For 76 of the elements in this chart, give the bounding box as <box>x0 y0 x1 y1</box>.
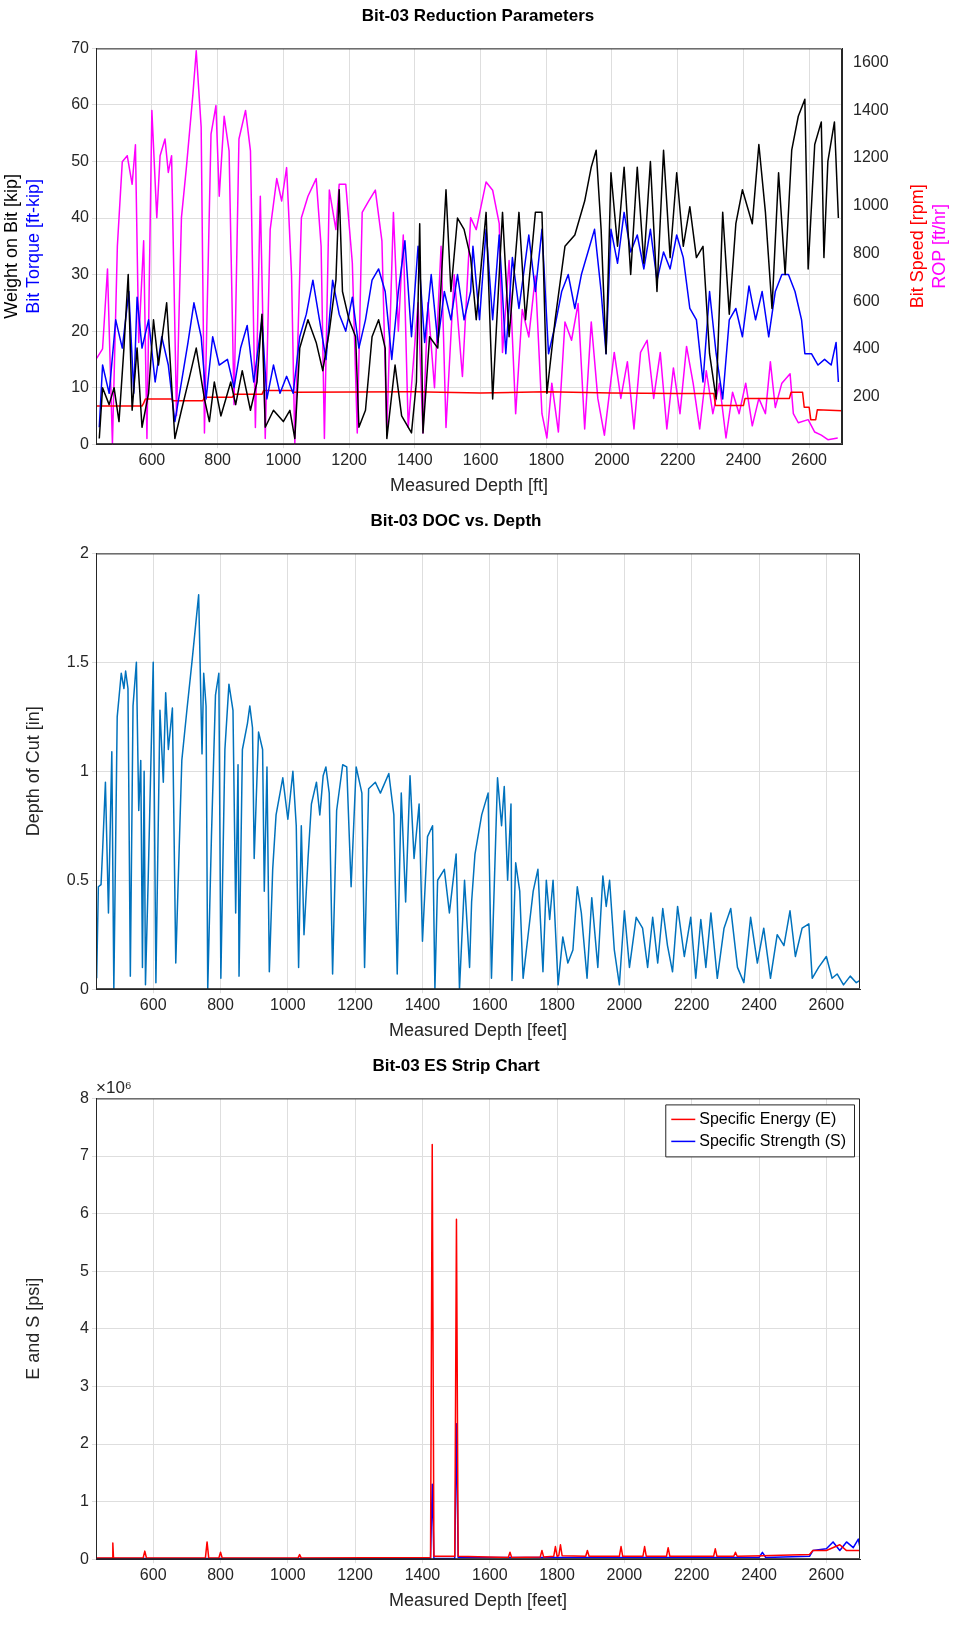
y-tick-label: 2 <box>80 1434 90 1452</box>
text: ×10⁶ <box>96 1077 132 1097</box>
x-tick-label: 2600 <box>791 451 828 469</box>
x-tick-label: 800 <box>207 996 234 1014</box>
y-tick-label: 0 <box>80 979 90 997</box>
x-tick-label: 800 <box>207 1566 234 1584</box>
y-tick-label: 4 <box>80 1319 90 1337</box>
x-tick-label: 1600 <box>471 996 508 1014</box>
y-tick-label: 1 <box>80 1492 90 1510</box>
y2-tick-label: 1000 <box>853 196 889 214</box>
y-tick-label: 8 <box>80 1088 90 1106</box>
y-tick-label: 0 <box>80 434 90 452</box>
x-tick-label: 2400 <box>725 451 762 469</box>
y-tick-label: 40 <box>71 208 90 226</box>
x-tick-label: 2000 <box>606 996 643 1014</box>
x-tick-label: 1200 <box>331 451 367 469</box>
x-axis-title: Measured Depth [ft] <box>389 475 549 496</box>
x-tick-label: 600 <box>138 451 166 469</box>
y2-tick-label: 1200 <box>853 148 889 166</box>
y-tick-label: 1 <box>80 761 90 779</box>
y-tick-label: 50 <box>71 151 90 169</box>
y-tick-label: 30 <box>71 264 90 282</box>
x-axis-title: Measured Depth [feet] <box>388 1590 568 1611</box>
y2-tick-label: 200 <box>853 386 880 404</box>
x-tick-label: 2600 <box>808 996 845 1014</box>
x-tick-label: 2200 <box>673 1566 710 1584</box>
x-tick-label: 1400 <box>404 996 441 1014</box>
x-tick-label: 800 <box>204 451 232 469</box>
y-tick-label: 3 <box>80 1376 90 1394</box>
x-axis-title: Measured Depth [feet] <box>388 1020 568 1041</box>
y-tick-label: 10 <box>71 378 90 396</box>
legend-label: Specific Strength (S) <box>699 1131 847 1149</box>
y-tick-label: 0.5 <box>66 870 90 888</box>
x-tick-label: 1800 <box>539 1566 575 1584</box>
x-tick-label: 1400 <box>396 451 433 469</box>
x-tick-label: 1800 <box>528 451 565 469</box>
y-tick-label: 6 <box>80 1204 90 1222</box>
y2-tick-label: 1400 <box>853 100 889 118</box>
y-tick-label: 7 <box>80 1146 90 1164</box>
y-tick-label: 2 <box>80 543 90 561</box>
x-tick-label: 2200 <box>673 996 710 1014</box>
legend-label: Specific Energy (E) <box>699 1109 837 1127</box>
y-tick-label: 70 <box>71 38 90 56</box>
y-axis-title: E and S [psi] <box>22 1277 43 1380</box>
chart-title: Bit-03 DOC vs. Depth <box>370 510 542 530</box>
y-tick-label: 60 <box>71 95 90 113</box>
y2-axis-title: Bit Speed [rpm] ROP [ft/hr] <box>906 184 949 309</box>
y2-tick-label: 400 <box>853 339 880 357</box>
x-tick-label: 1000 <box>270 996 306 1014</box>
x-tick-label: 2000 <box>594 451 630 469</box>
x-tick-label: 1200 <box>337 996 374 1014</box>
y2-tick-label: 1600 <box>853 53 889 71</box>
y2-tick-label: 800 <box>853 243 880 261</box>
x-tick-label: 2400 <box>741 1566 777 1584</box>
x-tick-label: 2400 <box>741 996 777 1014</box>
y-tick-label: 5 <box>80 1261 90 1279</box>
x-tick-label: 1400 <box>404 1566 441 1584</box>
y-axis-title: Depth of Cut [in] <box>22 706 43 837</box>
x-tick-label: 1800 <box>539 996 575 1014</box>
chart-title: Bit-03 Reduction Parameters <box>361 5 595 25</box>
x-tick-label: 2000 <box>606 1566 643 1584</box>
x-tick-label: 2600 <box>808 1566 845 1584</box>
x-tick-label: 1600 <box>471 1566 508 1584</box>
y2-tick-label: 600 <box>853 291 880 309</box>
x-tick-label: 1600 <box>462 451 499 469</box>
y-tick-label: 20 <box>71 321 90 339</box>
x-tick-label: 1000 <box>265 451 302 469</box>
x-tick-label: 600 <box>139 1566 167 1584</box>
y-tick-label: 1.5 <box>66 652 90 670</box>
chart-title: Bit-03 ES Strip Chart <box>372 1055 540 1075</box>
y-tick-label: 0 <box>80 1549 90 1567</box>
x-tick-label: 2200 <box>659 451 696 469</box>
x-tick-label: 1200 <box>337 1566 374 1584</box>
x-tick-label: 600 <box>139 996 167 1014</box>
y-axis-title: Weight on Bit [kip] Bit Torque [ft-kip] <box>0 173 43 319</box>
x-tick-label: 1000 <box>270 1566 306 1584</box>
